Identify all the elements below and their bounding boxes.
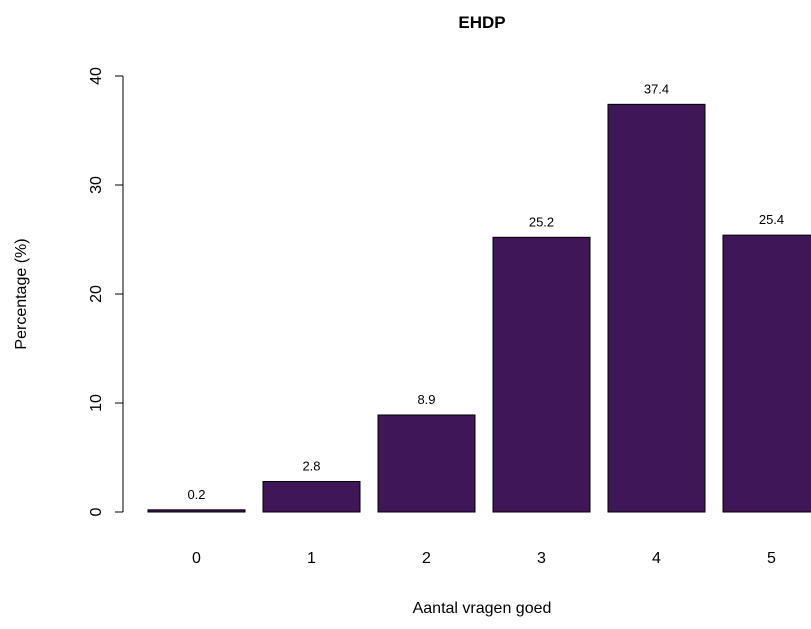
data-labels: 0.2 2.8 8.9 25.2 37.4 25.4 (187, 81, 784, 501)
bar-1 (262, 480, 361, 513)
bar-0 (147, 509, 246, 513)
data-label-0: 0.2 (187, 487, 205, 502)
data-label-1: 2.8 (302, 458, 320, 473)
x-tick-label-1: 1 (307, 550, 316, 567)
x-tick-label-0: 0 (192, 550, 201, 567)
x-tick-label-3: 3 (537, 550, 546, 567)
y-tick-label: 30 (88, 176, 105, 194)
y-axis-label: Percentage (%) (13, 238, 30, 349)
bar-4 (607, 103, 706, 513)
x-axis-label: Aantal vragen goed (413, 600, 552, 617)
chart-title: EHDP (458, 13, 505, 32)
data-label-3: 25.2 (529, 214, 554, 229)
y-axis: 0 10 20 30 40 (88, 67, 124, 516)
bars (147, 103, 811, 513)
data-label-2: 8.9 (417, 392, 435, 407)
x-tick-label-5: 5 (767, 550, 776, 567)
x-tick-label-4: 4 (652, 550, 661, 567)
y-tick-label: 10 (88, 394, 105, 412)
data-label-5: 25.4 (759, 212, 784, 227)
y-tick-label: 0 (88, 507, 105, 516)
y-tick-label: 40 (88, 67, 105, 85)
x-tick-labels: 0 1 2 3 4 5 (192, 550, 776, 567)
bar-3 (492, 236, 591, 513)
x-tick-label-2: 2 (422, 550, 431, 567)
y-tick-label: 20 (88, 285, 105, 303)
bar-2 (377, 414, 476, 513)
data-label-4: 37.4 (644, 81, 669, 96)
bar-5 (722, 234, 811, 513)
